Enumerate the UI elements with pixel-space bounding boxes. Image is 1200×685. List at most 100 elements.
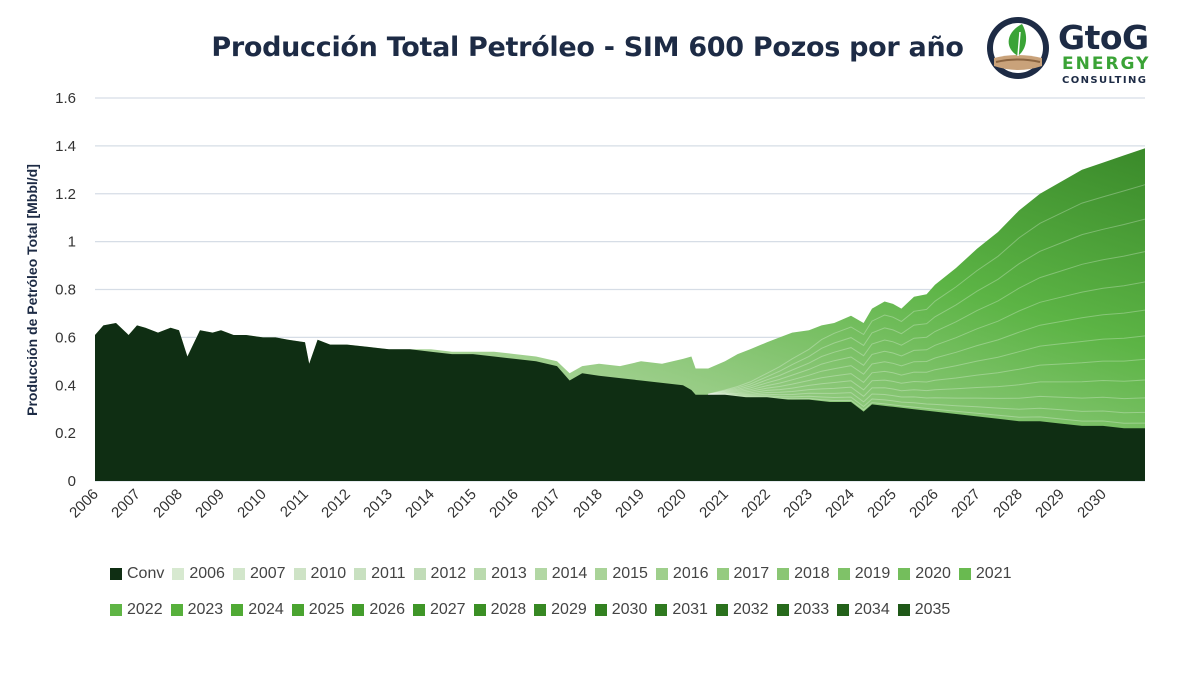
legend-item: 2030 [594,601,648,619]
legend-item: 2031 [655,601,708,619]
legend-swatch [412,604,425,616]
legend-swatch [473,604,486,616]
vintage-band-boundary [708,358,1146,396]
x-tick-label: 2023 [780,486,816,522]
legend-label: 2023 [187,601,224,618]
vintage-band-boundary [708,309,1146,395]
vintage-band-boundary [708,251,1146,395]
legend-swatch [354,568,367,580]
x-tick-label: 2012 [318,486,354,522]
x-tick-label: 2015 [444,486,480,522]
logo-brand-text: GtoG [1058,18,1149,57]
legend-swatch [655,568,668,580]
y-axis-ticks: 0 0.2 0.4 0.6 0.8 1 1.2 1.4 1.6 [55,90,76,490]
legend-item: 2012 [413,565,467,583]
chart-title: Producción Total Petróleo - SIM 600 Pozo… [211,32,964,63]
logo-consulting-text: CONSULTING [1062,75,1148,86]
legend-label: 2018 [794,565,830,582]
vintage-band-boundary [708,394,1146,424]
vintage-band-boundary [708,184,1146,395]
legend-item: 2019 [837,565,891,583]
legend-label: 2013 [491,565,527,582]
legend-swatch [837,568,850,580]
legend-item: 2013 [474,565,527,583]
legend-label: 2030 [611,601,648,618]
x-tick-label: 2020 [654,486,690,522]
legend-label: 2028 [490,601,527,618]
legend-swatch [352,604,365,616]
legend-label: 2012 [430,565,467,582]
legend-label: 2014 [551,565,588,582]
legend-label: 2016 [672,565,709,582]
x-tick-label: 2010 [234,486,270,522]
legend-swatch [110,568,122,580]
legend-item: 2011 [354,565,406,583]
x-tick-label: 2027 [948,486,984,522]
legend-label: 2027 [429,601,466,618]
vintage-band-boundary [708,335,1146,395]
x-tick-label: 2029 [1032,486,1068,522]
x-tick-label: 2030 [1074,486,1110,522]
legend-swatch [474,568,487,580]
y-tick-label: 0.8 [55,282,76,299]
legend-label: 2029 [551,601,587,618]
x-tick-label: 2028 [990,486,1026,522]
legend-item: 2021 [958,565,1011,583]
legend-item: 2014 [534,565,588,583]
chart-plot: 0 0.2 0.4 0.6 0.8 1 1.2 1.4 1.6 2006 2007 2008 2009… [24,90,1146,522]
x-tick-label: 2026 [906,486,942,522]
y-tick-label: 0.2 [55,425,76,442]
legend-swatch [837,604,850,616]
legend-item: 2025 [291,601,344,619]
legend-swatch [231,604,244,616]
legend-item: 2032 [715,601,769,619]
legend-swatch [897,604,910,616]
legend-item: 2022 [110,601,163,619]
area-conv [95,323,1145,481]
x-tick-label: 2022 [738,486,774,522]
legend-label: 2020 [915,565,951,582]
legend-item: 2034 [837,601,890,619]
legend-swatch [534,604,547,616]
legend-label: 2035 [914,601,951,618]
x-tick-label: 2006 [66,486,102,522]
legend-label: 2015 [612,565,648,582]
vintage-band-boundary [708,379,1146,397]
legend-item: 2017 [716,565,769,583]
legend-item: 2016 [655,565,709,583]
legend-label: 2019 [854,565,891,582]
x-tick-label: 2025 [864,486,900,522]
legend-label: 2033 [793,601,830,618]
legend-item: 2007 [232,565,286,583]
legend-item: 2018 [777,565,830,583]
x-tick-label: 2013 [360,486,396,522]
x-tick-label: 2014 [402,486,438,522]
company-logo: GtoG ENERGY CONSULTING [984,14,1174,92]
y-tick-label: 0.4 [55,377,76,394]
legend-item: 2015 [595,565,648,583]
x-tick-label: 2017 [528,486,564,522]
legend-swatch [534,568,547,580]
legend-label: 2032 [732,601,769,618]
legend-row: 2022 2023 2024 2025 2026 2027 2028 2029 2030 2031… [110,592,1170,628]
y-tick-label: 1.4 [55,138,76,155]
y-tick-label: 1.2 [55,186,76,203]
y-tick-label: 0 [68,473,76,490]
legend-item: 2026 [352,601,405,619]
legend-item: 2029 [534,601,587,619]
legend-item: 2006 [172,565,225,583]
x-tick-label: 2008 [150,486,186,522]
legend-swatch [715,604,728,616]
legend-label: 2031 [672,601,708,618]
legend-swatch [958,568,971,580]
legend-label: 2006 [189,565,225,582]
x-tick-label: 2018 [570,486,606,522]
stacked-areas [95,148,1146,482]
vintage-band-boundary [708,218,1146,395]
vintage-band-boundary [708,281,1146,395]
legend-label: 2010 [310,565,347,582]
legend-label: Conv [127,565,165,582]
legend-swatch [898,568,911,580]
legend-item: 2035 [897,601,951,619]
legend-swatch [293,568,306,580]
